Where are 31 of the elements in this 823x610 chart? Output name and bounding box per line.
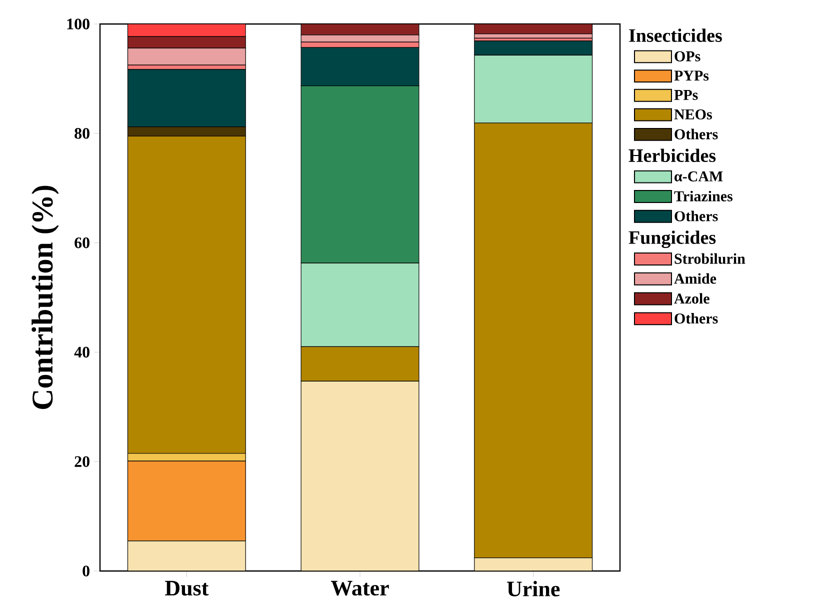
y-tick-label: 80 [74,128,90,139]
x-tick-label: Water [330,580,389,596]
legend-label: Azole [674,293,710,304]
y-tick-label: 60 [74,237,90,248]
bar [474,558,593,571]
bar [127,36,246,48]
legend-label: OPs [674,51,700,62]
legend-label: NEOs [674,109,712,120]
bar [300,380,420,571]
x-tick-label: Urine [507,580,560,596]
legend-label: Others [674,128,718,140]
text: Fungicides [628,230,716,248]
legend-label: PPs [674,90,698,100]
y-tick-label: 0 [82,566,90,576]
y-tick-label: 100 [67,18,90,30]
legend-label: Amide [674,273,716,284]
x-tick-label: Dust [165,580,209,596]
text: Insecticides [629,28,722,42]
bar [474,24,593,34]
bar [300,24,420,36]
legend-label: Others [674,210,718,222]
legend-label: Others [674,313,718,324]
y-tick-label: 40 [74,346,90,358]
y-tick-label: 20 [74,456,90,467]
bar [127,540,246,571]
text: Herbicides [628,148,716,162]
legend-label: α-CAM [674,171,723,182]
legend-label: Triazines [674,190,733,202]
legend-label: PYPs [674,70,709,81]
legend-label: Strobilurin [674,253,746,264]
y-axis-title: Contribution (%) [32,186,59,409]
